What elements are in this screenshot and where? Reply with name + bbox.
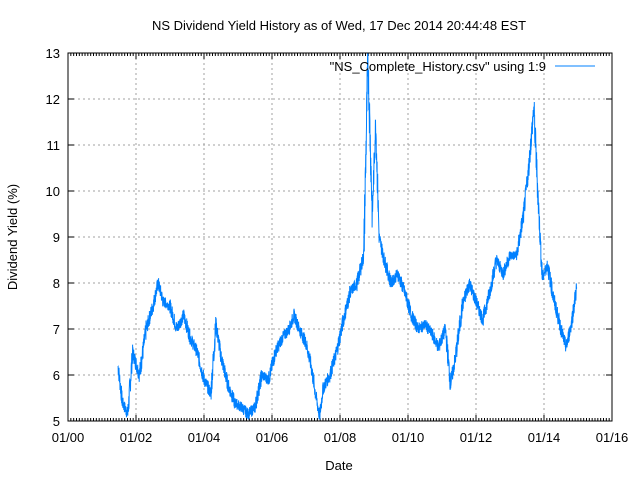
y-tick-label: 9 bbox=[53, 230, 60, 245]
y-tick-label: 12 bbox=[46, 92, 60, 107]
grid bbox=[68, 53, 612, 421]
x-tick-label: 01/14 bbox=[528, 430, 561, 445]
x-tick-label: 01/08 bbox=[324, 430, 357, 445]
x-tick-label: 01/10 bbox=[392, 430, 425, 445]
series-layer bbox=[117, 52, 578, 420]
x-tick-label: 01/16 bbox=[596, 430, 629, 445]
x-axis-label: Date bbox=[325, 458, 352, 473]
y-tick-label: 5 bbox=[53, 414, 60, 429]
y-tick-label: 7 bbox=[53, 322, 60, 337]
y-tick-label: 11 bbox=[47, 138, 61, 153]
x-tick-label: 01/04 bbox=[188, 430, 221, 445]
y-tick-label: 6 bbox=[53, 368, 60, 383]
x-tick-label: 01/06 bbox=[256, 430, 289, 445]
legend-label: "NS_Complete_History.csv" using 1:9 bbox=[330, 59, 546, 74]
series-line bbox=[117, 52, 578, 420]
x-tick-label: 01/00 bbox=[52, 430, 85, 445]
y-axis-label: Dividend Yield (%) bbox=[5, 184, 20, 290]
plot-border bbox=[67, 52, 613, 422]
x-tick-label: 01/02 bbox=[120, 430, 153, 445]
y-tick-label: 10 bbox=[46, 184, 60, 199]
y-tick-label: 13 bbox=[46, 46, 60, 61]
chart-title: NS Dividend Yield History as of Wed, 17 … bbox=[152, 18, 526, 33]
x-tick-label: 01/12 bbox=[460, 430, 493, 445]
y-tick-label: 8 bbox=[53, 276, 60, 291]
